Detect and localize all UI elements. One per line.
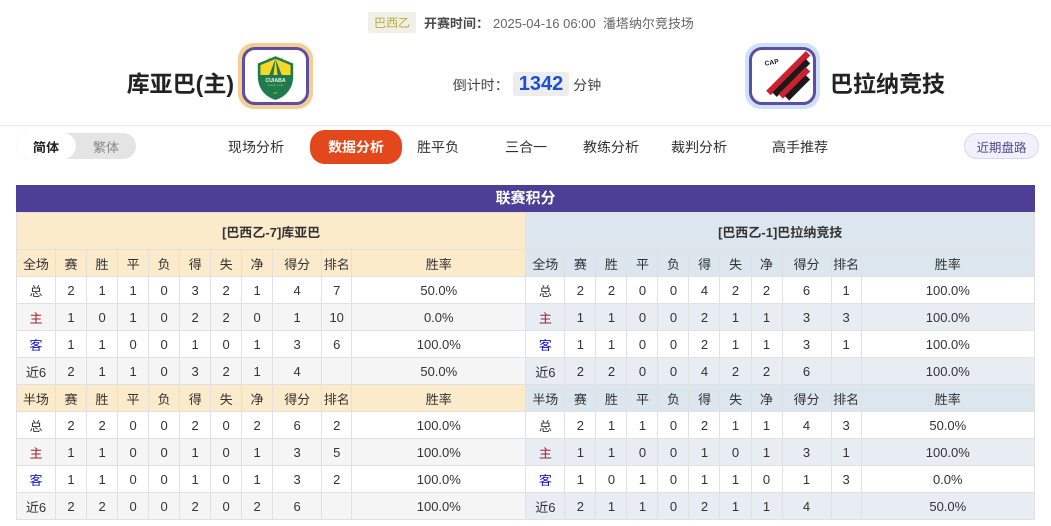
svg-text:CAP: CAP [764, 58, 780, 67]
svg-text:FUTEBOL CLUBE: FUTEBOL CLUBE [268, 85, 285, 87]
svg-text:MT: MT [274, 91, 278, 95]
svg-text:CUIABA: CUIABA [265, 78, 285, 84]
